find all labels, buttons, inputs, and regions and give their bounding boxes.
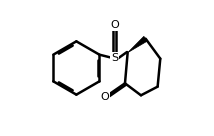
Text: O: O bbox=[110, 20, 119, 30]
Text: O: O bbox=[100, 92, 109, 102]
Polygon shape bbox=[128, 36, 147, 53]
Text: S: S bbox=[111, 53, 118, 63]
